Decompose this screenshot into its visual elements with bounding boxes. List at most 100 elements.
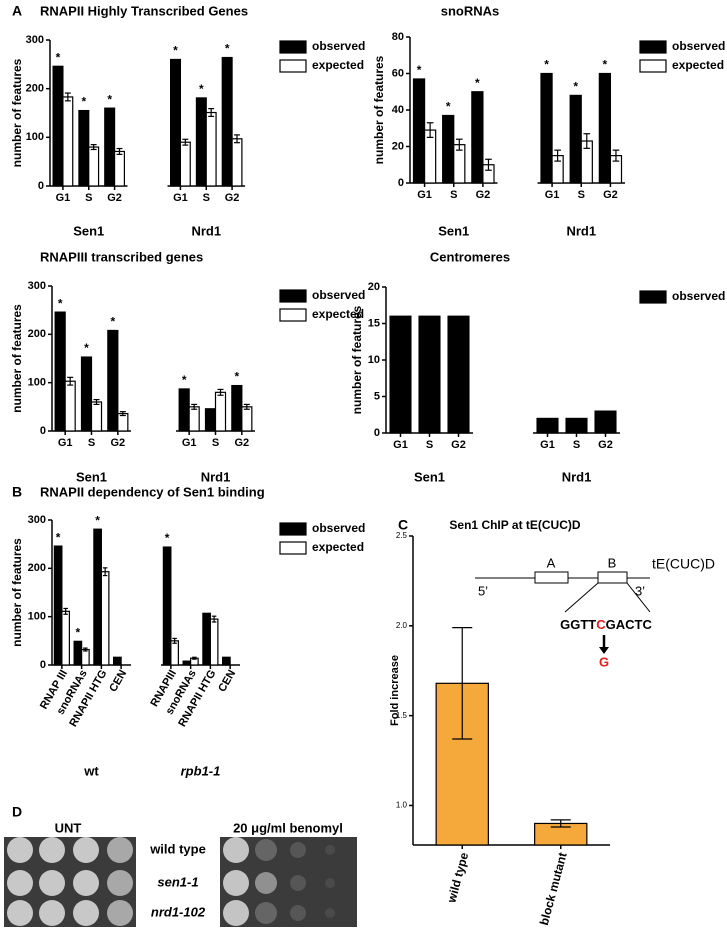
bar	[565, 417, 588, 434]
bar	[231, 138, 243, 187]
error-bar	[119, 411, 126, 417]
x-tick-label: G1	[182, 437, 197, 449]
bar	[442, 114, 455, 184]
y-tick-label: 1.0	[396, 801, 408, 810]
significance-mark: *	[446, 100, 451, 114]
sequence-part: GACTC	[606, 617, 653, 632]
bar	[214, 391, 227, 432]
zoom-line	[564, 582, 599, 613]
bar	[113, 656, 122, 666]
legend-label: expected	[672, 58, 724, 72]
sequence-part: GGTT	[560, 617, 596, 632]
bar	[170, 58, 182, 187]
bar	[61, 610, 70, 666]
bar	[205, 111, 217, 187]
error-bar	[554, 149, 561, 162]
colony	[73, 900, 99, 926]
group-label: Sen1	[76, 469, 107, 484]
bar	[64, 380, 76, 432]
y-tick-label: 10	[368, 354, 380, 366]
bar	[93, 528, 102, 666]
bar	[52, 65, 64, 187]
significance-mark: *	[95, 513, 100, 527]
bar	[53, 545, 63, 666]
x-tick-label: G2	[107, 192, 122, 204]
error-bar	[67, 376, 74, 386]
colony	[223, 900, 249, 926]
box-label: A	[547, 555, 556, 570]
group-label: wt	[83, 763, 99, 778]
bar	[447, 315, 470, 434]
colony	[39, 870, 65, 896]
colony	[7, 870, 33, 896]
error-bar	[583, 133, 591, 149]
y-axis-label: number of features	[10, 538, 24, 647]
colony	[325, 908, 335, 918]
mutation: G	[599, 654, 609, 669]
x-tick-label: G1	[58, 437, 73, 449]
x-tick-label: S	[573, 439, 580, 451]
bar	[170, 640, 179, 666]
significance-mark: *	[603, 58, 608, 72]
x-tick-label: S	[426, 439, 433, 451]
significance-mark: *	[225, 42, 230, 56]
bar	[188, 406, 200, 432]
sequence-mutated-base: C	[596, 617, 606, 632]
bar	[182, 660, 192, 666]
bar	[241, 406, 253, 432]
legend-swatch	[279, 289, 307, 303]
colonies	[7, 837, 335, 926]
chart-title: snoRNAs	[441, 3, 500, 18]
y-tick-label: 0	[374, 427, 380, 439]
significance-mark: *	[56, 50, 61, 64]
x-tick-label: S	[212, 437, 219, 449]
bar	[569, 94, 582, 184]
legend-label: expected	[312, 540, 364, 554]
legend-swatch	[279, 59, 307, 73]
panel-label: B	[12, 484, 22, 500]
legend-label: observed	[672, 289, 725, 303]
significance-mark: *	[76, 625, 81, 639]
bar	[107, 329, 119, 432]
colony	[39, 900, 65, 926]
error-bar	[455, 138, 463, 151]
y-tick-label: 80	[392, 31, 404, 43]
significance-mark: *	[107, 92, 112, 106]
bar	[202, 612, 211, 666]
y-tick-label: 300	[28, 514, 46, 526]
legend-label: expected	[312, 58, 364, 72]
significance-mark: *	[199, 82, 204, 96]
x-tick-label: S	[203, 192, 210, 204]
chart-title: RNAPIII transcribed genes	[40, 249, 203, 264]
bar	[423, 129, 437, 184]
y-tick-label: 40	[392, 104, 404, 116]
x-tick-label: G1	[545, 189, 560, 201]
bar	[231, 384, 243, 432]
bar	[412, 78, 426, 184]
significance-mark: *	[58, 296, 63, 310]
box-b	[597, 571, 628, 584]
error-bar	[234, 134, 240, 144]
significance-mark: *	[475, 76, 480, 90]
x-tick-label: G2	[225, 192, 240, 204]
group-label: Nrd1	[201, 469, 231, 484]
x-tick-label: G2	[451, 439, 466, 451]
y-tick-label: 5	[374, 390, 380, 402]
x-tick-label: S	[578, 189, 585, 201]
bar	[536, 417, 559, 434]
box-a	[534, 571, 569, 584]
y-tick-label: 100	[26, 131, 44, 143]
bar	[540, 72, 553, 184]
error-bar	[93, 398, 100, 406]
significance-mark: *	[173, 44, 178, 58]
condition-label: 20 μg/ml benomyl	[233, 820, 343, 835]
bar	[195, 97, 207, 187]
y-tick-label: 0	[40, 425, 46, 437]
strain-label: sen1-1	[157, 874, 198, 889]
y-axis-label: number of features	[10, 58, 24, 167]
y-tick-label: 0	[40, 659, 46, 671]
colony	[290, 875, 306, 891]
error-bar	[192, 656, 197, 660]
y-tick-label: 200	[28, 562, 46, 574]
gene-name: tE(CUC)D	[652, 556, 715, 572]
